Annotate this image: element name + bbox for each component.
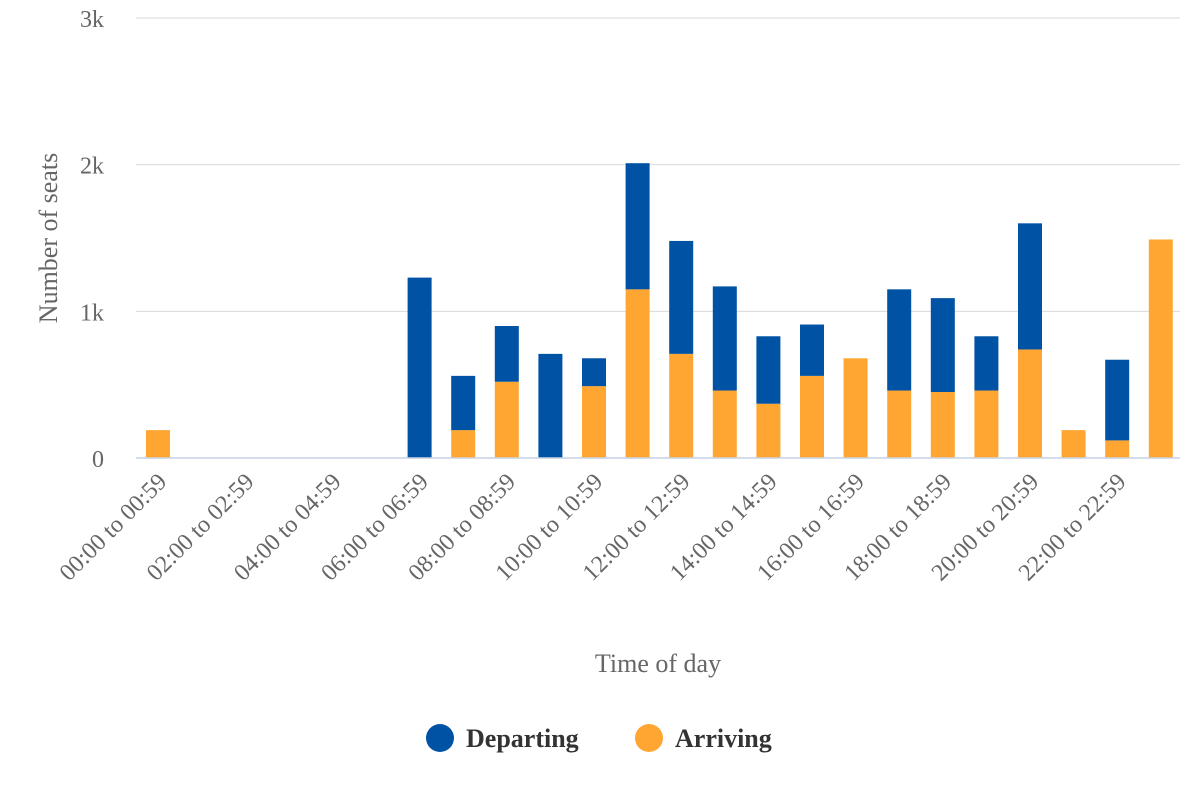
bar-departing-15[interactable]	[800, 324, 824, 376]
bar-departing-11[interactable]	[625, 163, 650, 290]
bar-arriving-14[interactable]	[756, 403, 781, 458]
bar-departing-12[interactable]	[669, 240, 694, 354]
y-axis-title: Number of seats	[34, 153, 63, 323]
bar-arriving-7[interactable]	[451, 430, 476, 458]
bar-departing-17[interactable]	[887, 289, 912, 391]
legend-label-departing: Departing	[466, 724, 579, 753]
bar-departing-19[interactable]	[974, 336, 999, 391]
y-axis-ticks: 0 1k 2k 3k	[80, 7, 104, 473]
bar-arriving-10[interactable]	[582, 386, 606, 458]
legend-item-departing[interactable]: Departing	[426, 724, 579, 753]
bar-arriving-15[interactable]	[800, 375, 824, 458]
x-axis-title: Time of day	[595, 649, 721, 678]
legend: Departing Arriving	[426, 724, 772, 753]
bar-departing-18[interactable]	[930, 298, 955, 392]
legend-label-arriving: Arriving	[675, 724, 772, 753]
bar-arriving-22[interactable]	[1105, 440, 1130, 458]
bar-departing-6[interactable]	[407, 277, 432, 458]
y-tick-label: 0	[92, 447, 104, 473]
legend-item-arriving[interactable]: Arriving	[635, 724, 772, 753]
bar-arriving-0[interactable]	[146, 430, 170, 458]
bar-departing-10[interactable]	[582, 358, 606, 387]
bar-arriving-12[interactable]	[669, 353, 694, 458]
legend-swatch-departing	[426, 724, 454, 752]
bar-arriving-17[interactable]	[887, 390, 912, 458]
bar-departing-9[interactable]	[538, 353, 563, 458]
y-tick-label: 2k	[80, 154, 104, 180]
y-tick-label: 3k	[80, 7, 104, 33]
bars	[146, 163, 1173, 458]
bar-arriving-16[interactable]	[843, 358, 868, 458]
bar-arriving-19[interactable]	[974, 390, 999, 458]
bar-arriving-11[interactable]	[625, 289, 650, 458]
bar-departing-8[interactable]	[494, 326, 519, 382]
bar-departing-20[interactable]	[1018, 223, 1042, 350]
bar-arriving-13[interactable]	[712, 390, 737, 458]
y-tick-label: 1k	[80, 300, 104, 326]
bar-arriving-18[interactable]	[930, 392, 955, 458]
legend-swatch-arriving	[635, 724, 663, 752]
bar-arriving-8[interactable]	[494, 381, 519, 458]
gridlines	[136, 17, 1180, 312]
bar-departing-22[interactable]	[1105, 359, 1130, 441]
bar-departing-13[interactable]	[712, 286, 737, 391]
bar-departing-14[interactable]	[756, 336, 781, 404]
bar-arriving-21[interactable]	[1061, 430, 1086, 458]
bar-arriving-20[interactable]	[1018, 349, 1042, 458]
bar-arriving-23[interactable]	[1148, 239, 1173, 458]
bar-departing-7[interactable]	[451, 375, 476, 431]
